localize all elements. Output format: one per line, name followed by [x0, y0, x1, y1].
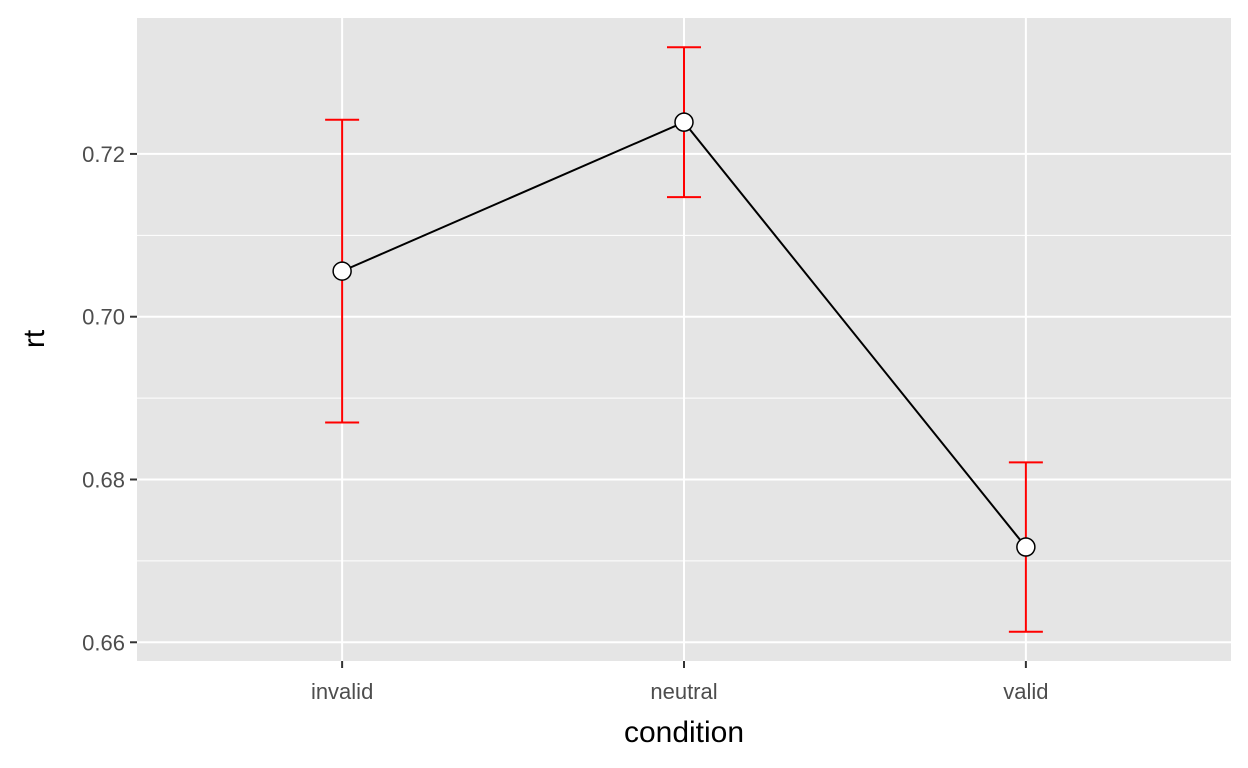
y-tick-label: 0.72	[82, 142, 125, 167]
data-point	[332, 261, 352, 281]
y-tick-label: 0.68	[82, 467, 125, 492]
data-points	[332, 112, 1036, 557]
y-tick-label: 0.70	[82, 305, 125, 330]
data-point	[674, 112, 694, 132]
x-tick-label: invalid	[311, 679, 373, 704]
x-axis: invalid neutral valid	[311, 661, 1049, 704]
x-axis-title: condition	[624, 716, 744, 749]
data-point	[1016, 537, 1036, 557]
x-tick-label: neutral	[650, 679, 717, 704]
y-axis: 0.66 0.68 0.70 0.72	[82, 142, 137, 655]
y-tick-label: 0.66	[82, 630, 125, 655]
y-axis-title: rt	[18, 329, 51, 348]
x-tick-label: valid	[1003, 679, 1048, 704]
